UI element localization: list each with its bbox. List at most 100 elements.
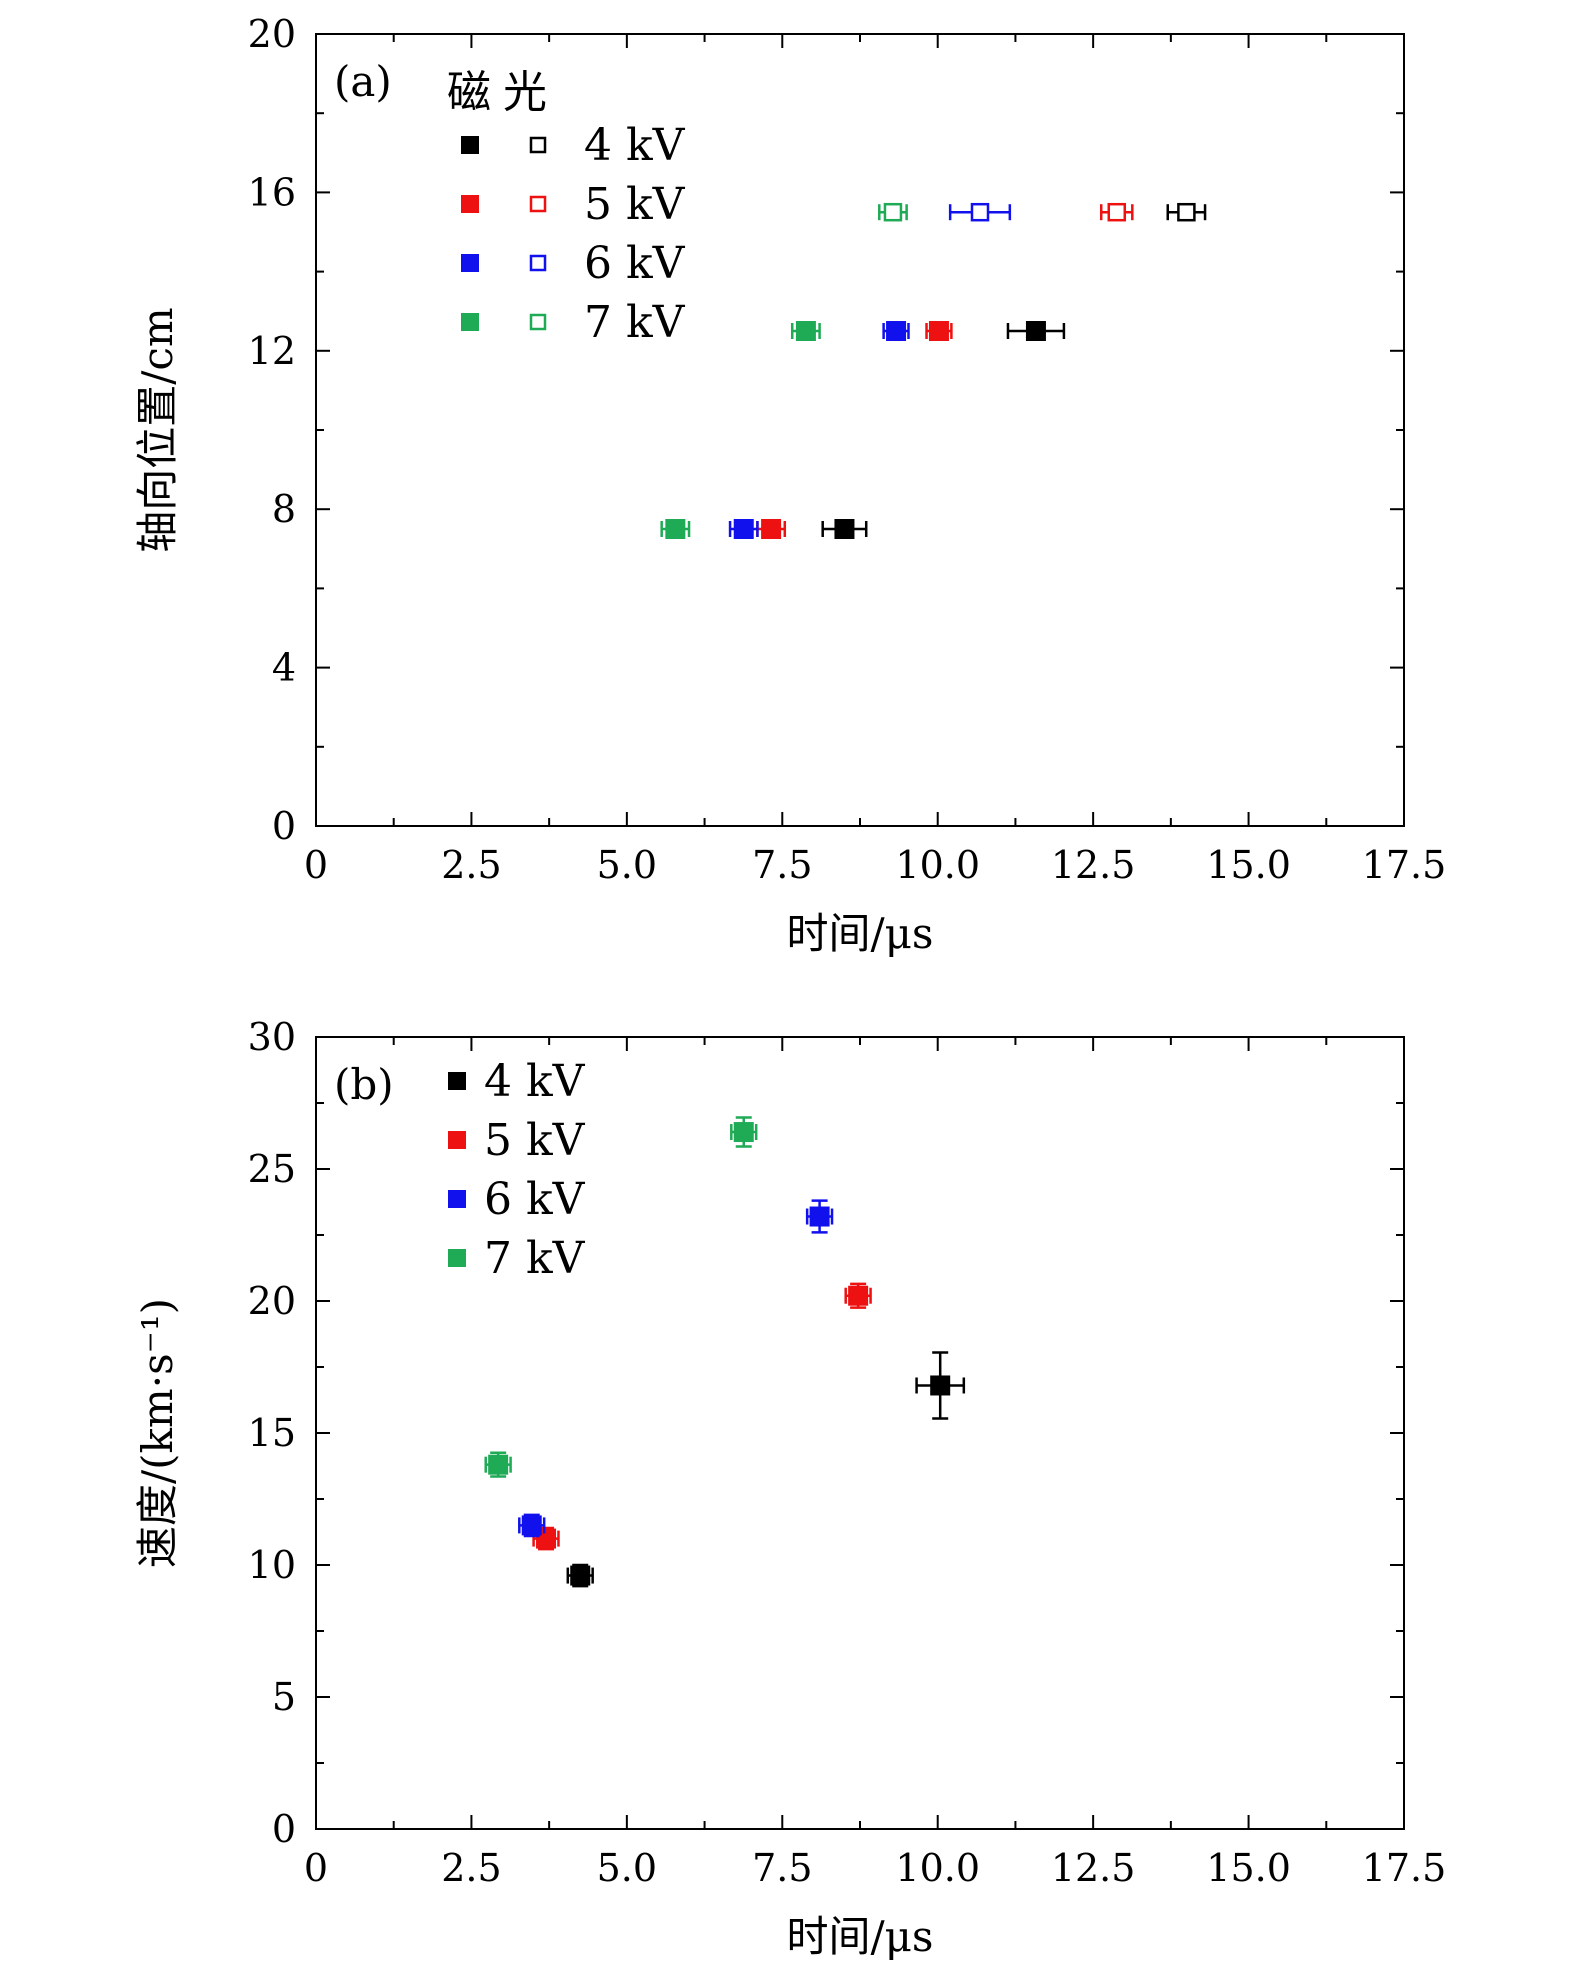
legend-marker-filled — [448, 1072, 466, 1090]
y-tick-label: 0 — [272, 804, 296, 848]
legend-label: 5 kV — [584, 179, 686, 230]
marker-filled-square — [886, 321, 907, 341]
legend-label: 6 kV — [484, 1174, 586, 1225]
series-6-kV-光 — [948, 202, 1012, 222]
data-point — [790, 321, 821, 341]
legend-marker-filled — [461, 254, 479, 272]
chart-panel-b: 0 2.5 5.0 7.5 10.0 12.5 15.0 17.5 0 5 10 15 20 25 30 时间… — [133, 1015, 1446, 1961]
y-tick-label: 30 — [248, 1015, 296, 1059]
marker-filled-square — [848, 1285, 869, 1306]
legend-marker-open — [529, 136, 547, 154]
legend-marker-filled — [448, 1190, 466, 1208]
marker-filled-square — [795, 321, 816, 341]
data-point — [728, 519, 759, 539]
x-tick-label: 5.0 — [597, 1846, 657, 1890]
legend-marker-open — [529, 313, 547, 331]
data-point — [882, 321, 910, 341]
series-4-kV — [566, 1351, 966, 1588]
plot-frame — [315, 33, 1405, 827]
series-6-kV-磁 — [728, 321, 910, 539]
x-tick-label: 10.0 — [895, 1846, 980, 1890]
marker-filled-square — [834, 519, 855, 539]
marker-filled-square — [488, 1454, 509, 1475]
y-tick-label: 0 — [272, 1807, 296, 1851]
x-tick-label: 0 — [304, 843, 328, 887]
y-tick-label: 10 — [248, 1543, 296, 1587]
data-point — [915, 1351, 966, 1420]
data-point — [844, 1282, 872, 1309]
legend-marker-filled — [461, 313, 479, 331]
legend-label: 7 kV — [484, 1233, 586, 1284]
y-tick-label: 8 — [272, 487, 296, 531]
y-axis-title: 速度/(km·s⁻¹) — [133, 1298, 182, 1568]
series-5-kV — [532, 1282, 872, 1551]
x-tick-label: 12.5 — [1051, 1846, 1136, 1890]
x-tick-label: 17.5 — [1362, 843, 1447, 887]
data-point — [948, 202, 1012, 222]
marker-filled-square — [1025, 321, 1046, 341]
x-tick-label: 2.5 — [441, 1846, 501, 1890]
y-tick-label: 12 — [248, 329, 296, 373]
x-tick-label: 0 — [304, 1846, 328, 1890]
legend-header-open: 光 — [503, 67, 547, 118]
y-tick-label: 20 — [248, 1279, 296, 1323]
series-4-kV-光 — [1166, 202, 1207, 222]
data-point — [925, 321, 953, 341]
legend-marker-open — [529, 195, 547, 213]
data-point — [756, 519, 787, 539]
y-tick-label: 5 — [272, 1675, 296, 1719]
data-point — [821, 519, 868, 539]
legend-marker-filled — [461, 136, 479, 154]
legend-label: 4 kV — [584, 120, 686, 171]
legend-label: 5 kV — [484, 1115, 586, 1166]
marker-filled-square — [928, 321, 949, 341]
x-tick-label: 7.5 — [752, 1846, 812, 1890]
panel-label: (b) — [334, 1060, 394, 1109]
x-axis-title: 时间/μs — [786, 909, 933, 958]
series-7-kV — [484, 1116, 758, 1478]
x-tick-label: 17.5 — [1362, 1846, 1447, 1890]
x-tick-label: 7.5 — [752, 843, 812, 887]
marker-open-square — [970, 202, 990, 222]
y-tick-label: 15 — [248, 1411, 296, 1455]
marker-filled-square — [733, 1122, 754, 1143]
series-7-kV-光 — [878, 202, 908, 222]
x-tick-label: 12.5 — [1051, 843, 1136, 887]
marker-filled-square — [570, 1565, 591, 1586]
marker-filled-square — [733, 519, 754, 539]
y-tick-label: 25 — [248, 1147, 296, 1191]
x-tick-label: 10.0 — [895, 843, 980, 887]
legend-label: 6 kV — [584, 238, 686, 289]
series-5-kV-磁 — [756, 321, 953, 539]
series-6-kV — [518, 1199, 834, 1538]
legend-marker-open — [529, 254, 547, 272]
series-5-kV-光 — [1099, 202, 1134, 222]
data-point — [730, 1116, 758, 1148]
marker-open-square — [883, 202, 903, 222]
y-axis-title: 轴向位置/cm — [133, 307, 182, 553]
legend: 磁光 4 kV 5 kV 6 kV 7 kV — [447, 67, 686, 348]
marker-open-square — [1177, 202, 1196, 222]
marker-filled-square — [665, 519, 686, 539]
legend: 4 kV 5 kV 6 kV 7 kV — [448, 1056, 586, 1284]
data-point — [805, 1199, 834, 1234]
plot-frame — [315, 1036, 1405, 1830]
series-7-kV-磁 — [660, 321, 821, 539]
legend-marker-filled — [448, 1249, 466, 1267]
data-point — [566, 1563, 594, 1588]
x-tick-label: 15.0 — [1206, 843, 1291, 887]
marker-filled-square — [761, 519, 782, 539]
data-point — [518, 1513, 546, 1538]
data-point — [878, 202, 908, 222]
x-tick-label: 15.0 — [1206, 1846, 1291, 1890]
x-tick-label: 5.0 — [597, 843, 657, 887]
marker-filled-square — [809, 1206, 830, 1227]
legend-label: 7 kV — [584, 297, 686, 348]
data-point — [1006, 321, 1066, 341]
series-4-kV-磁 — [821, 321, 1066, 539]
legend-header-filled: 磁 — [447, 67, 491, 118]
x-axis-title: 时间/μs — [786, 1912, 933, 1961]
marker-filled-square — [521, 1515, 542, 1536]
data-point — [660, 519, 691, 539]
